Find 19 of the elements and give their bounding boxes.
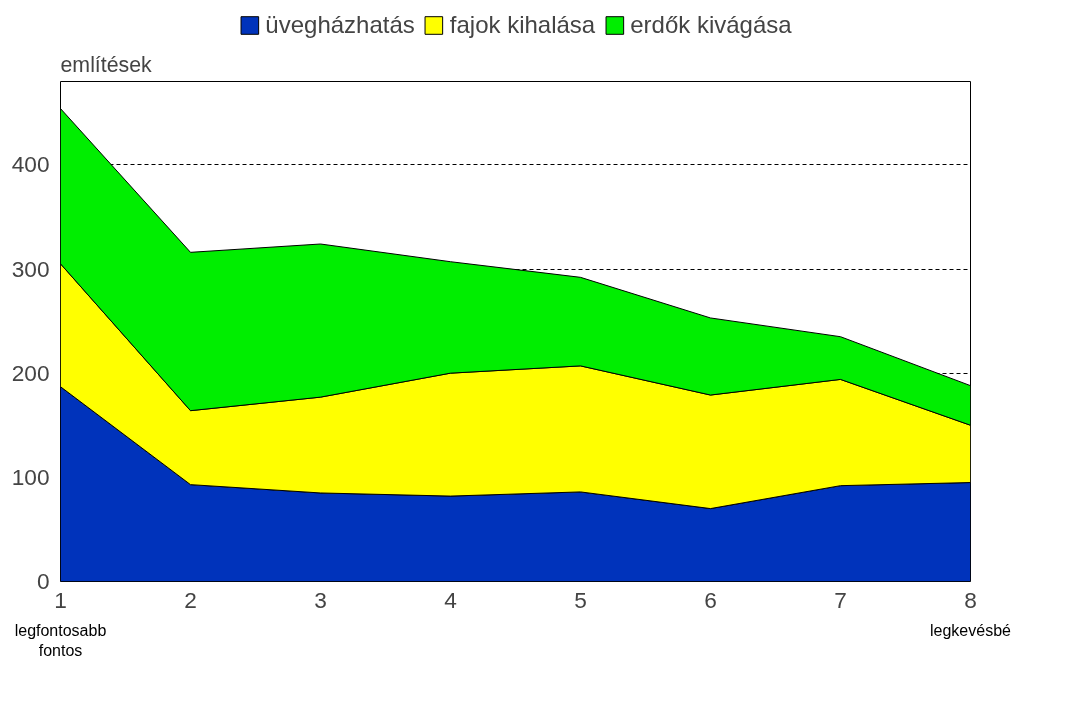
x-tick-label: 6 <box>704 586 717 613</box>
legend-label: erdők kivágása <box>630 11 792 39</box>
y-tick-label: 300 <box>11 255 50 282</box>
text: legkevésbé <box>930 621 1012 639</box>
x-tick-label: 3 <box>314 586 327 613</box>
x-tick-label: 4 <box>444 586 457 613</box>
x-tick-label: 7 <box>834 586 847 613</box>
y-axis-title: említések <box>60 52 153 77</box>
x-tick-label: 5 <box>574 586 587 613</box>
y-tick-label: 100 <box>11 463 50 490</box>
x-tick-label: 2 <box>184 586 197 613</box>
legend-label: fajok kihalása <box>449 11 596 39</box>
legend-label: üvegházhatás <box>265 11 415 39</box>
text: legfontosabb fontos <box>14 621 107 659</box>
y-tick-label: 200 <box>11 359 50 386</box>
x-tick-label: 1 <box>54 586 67 613</box>
y-tick-label: 400 <box>11 151 50 178</box>
y-tick-label: 0 <box>36 568 50 594</box>
x-tick-label: 8 <box>964 586 977 613</box>
